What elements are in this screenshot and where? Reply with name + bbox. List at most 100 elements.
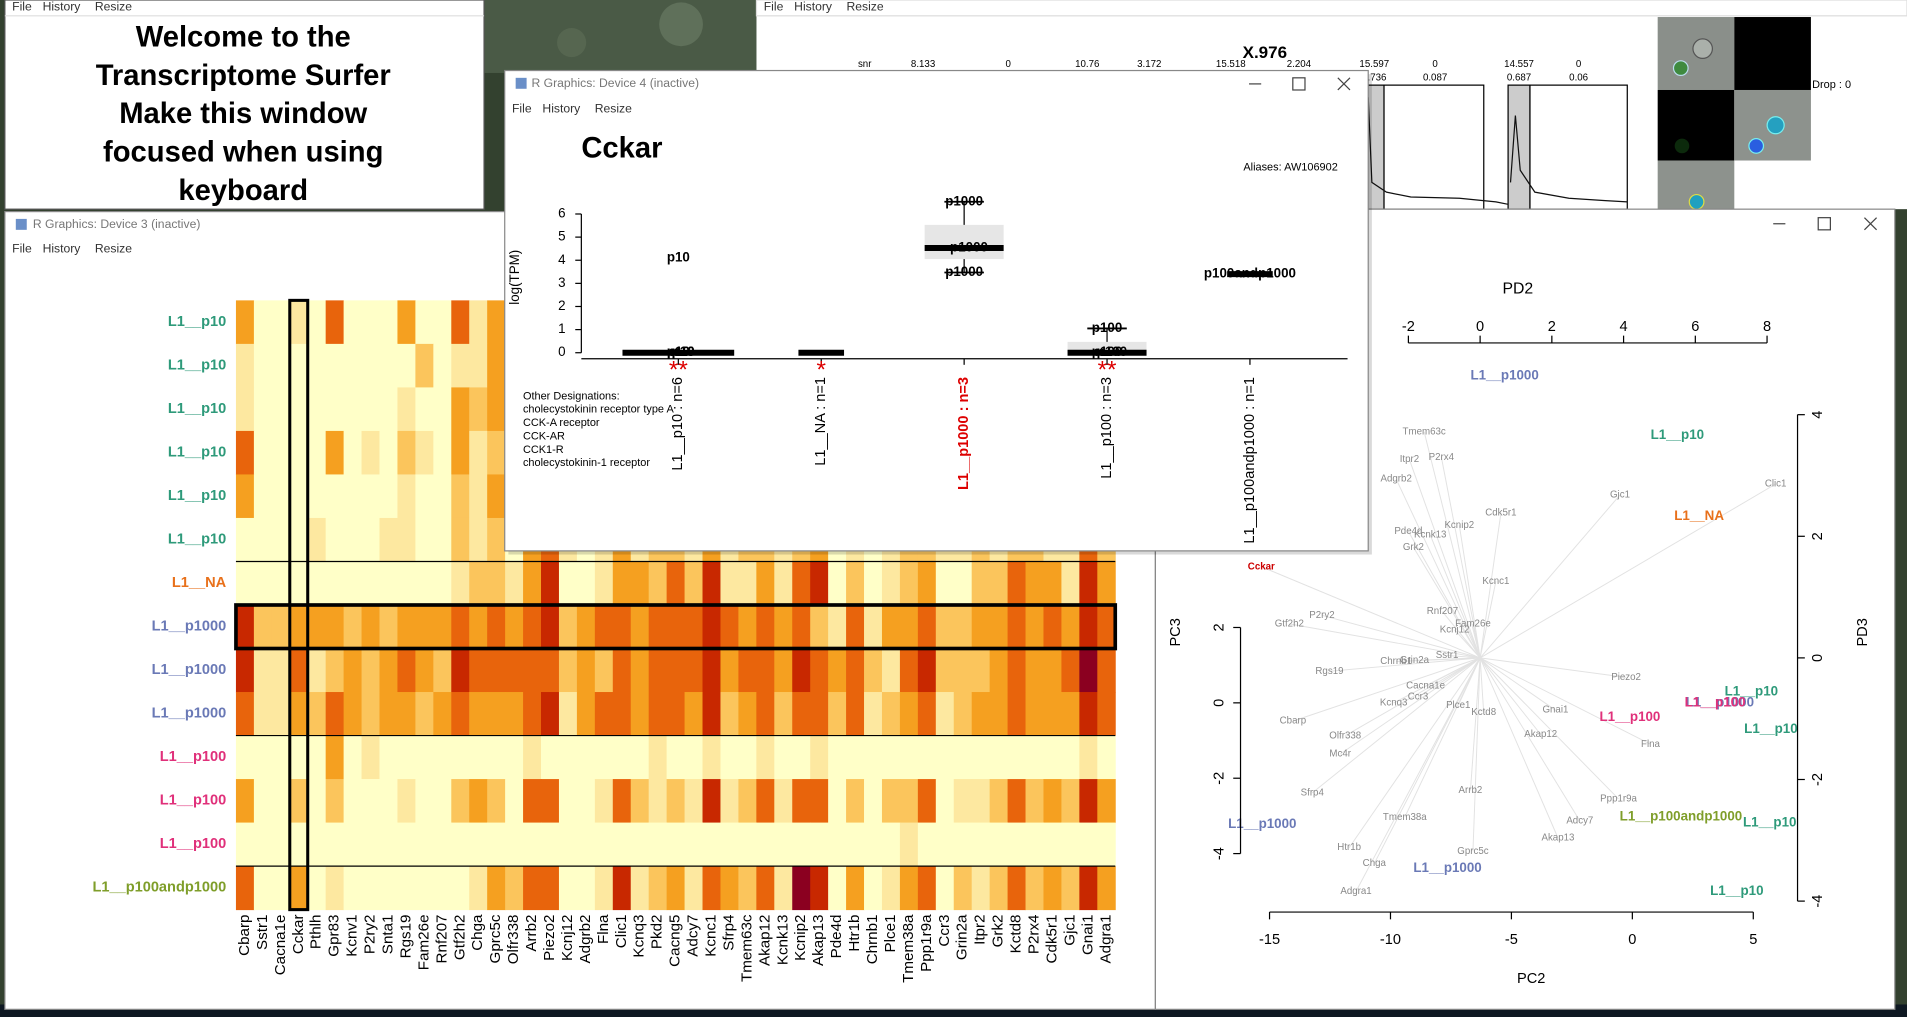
heatmap-cell [702,735,721,780]
heatmap-cell [684,648,704,693]
heatmap-cell [648,648,668,693]
heatmap-cell [397,692,416,737]
x2-axis-title: PD2 [1502,281,1533,298]
heatmap-cell [361,822,380,867]
menu-item[interactable]: Resize [95,242,132,256]
heatmap-cell [361,735,380,780]
heatmap-cell [971,735,991,780]
heatmap-cell [899,735,919,780]
loading-label: Gtf2h2 [1275,618,1304,629]
heatmap-cell [307,604,327,649]
heatmap-cell [523,692,542,737]
heatmap-cell [433,517,452,562]
heatmap-cell [469,517,488,562]
close-button[interactable] [1337,77,1351,91]
heatmap-cell [487,735,506,780]
column-label: P2ry2 [362,914,379,954]
menu-item[interactable]: History [43,0,82,14]
heatmap-cell [505,692,524,737]
heatmap-cell [1097,604,1116,649]
heatmap-cell [810,648,829,693]
heatmap-cell [379,866,398,911]
point-label: p10 [667,344,690,359]
close-button[interactable] [1864,217,1878,231]
heatmap-cell [558,735,578,780]
cell-image [1672,60,1689,77]
welcome-line: Welcome to the [136,22,351,54]
menu-item[interactable]: History [794,0,833,14]
heatmap-cell [487,692,506,737]
heatmap-cell [469,474,488,519]
heatmap-cell [666,735,686,780]
y-axis-title: PC3 [1168,618,1184,646]
menu-item[interactable]: Resize [846,0,883,14]
heatmap-cell [720,648,739,693]
menu-item[interactable]: History [542,102,581,116]
category-label: L1__NA : n=1 [813,377,829,466]
heatmap-cell [289,430,309,475]
heatmap-cell [864,735,883,780]
heatmap-cell [505,735,524,780]
heatmap-cell [1025,692,1044,737]
heatmap-cell [1007,604,1027,649]
heatmap-cell [935,866,955,911]
menu-item[interactable]: File [512,102,532,116]
heatmap-cell [433,866,452,911]
loading-label: Ppp1r9a [1600,794,1637,805]
heatmap-cell [343,692,363,737]
maximize-button[interactable] [1292,77,1306,91]
heatmap-cell [325,430,345,475]
point-label: p1000 [950,240,988,255]
heatmap-cell [271,343,291,388]
note-line: Other Designations: [523,390,620,402]
heatmap-cell [1097,735,1116,780]
heatmap-cell [558,822,578,867]
cell-tile [1657,89,1735,161]
point-label: p10 [672,344,695,359]
heatmap-cell [756,822,775,867]
row-label: L1__p100 [160,749,226,765]
note-line: CCK1-R [523,444,564,456]
heatmap-cell [953,735,973,780]
heatmap-cell [415,866,434,911]
heatmap-cell [630,648,650,693]
loading-label: Htr1b [1337,842,1361,853]
heatmap-cell [487,430,506,475]
heatmap-cell [558,866,578,911]
heatmap-cell [235,300,255,345]
heatmap-cell [1079,692,1098,737]
heatmap-cell [415,343,434,388]
heatmap-cell [648,866,668,911]
menu-item[interactable]: File [12,242,32,256]
heatmap-cell [612,692,632,737]
y-tick-label: 2 [558,298,565,313]
column-label: Gprc5c [487,914,504,963]
column-label: Grin2a [954,914,971,960]
column-label: Adgrb2 [577,914,594,963]
heatmap-cell [307,474,327,519]
loading-arrow [1329,657,1481,672]
heatmap-cell [1097,866,1116,911]
loading-arrow [1408,459,1481,659]
heatmap-cell [630,561,650,606]
menu-item[interactable]: History [43,242,82,256]
heatmap-cell [307,692,327,737]
loading-label: Kcnq3 [1380,697,1408,708]
maximize-button[interactable] [1817,217,1831,231]
x2-tick-label: 8 [1763,319,1771,335]
heatmap-cell [1097,822,1116,867]
menu-item[interactable]: File [764,0,784,14]
menu-item[interactable]: File [12,0,32,14]
note-line: CCK-AR [523,430,565,442]
heatmap-cell [469,300,488,345]
heatmap-cell [451,474,470,519]
heatmap-cell [307,561,327,606]
snr-value: 0.087 [1423,72,1447,83]
column-label: Cacng5 [667,914,684,966]
heatmap-cell [505,866,524,911]
menu-item[interactable]: Resize [595,102,632,116]
heatmap-cell [864,561,883,606]
menu-item[interactable]: Resize [95,0,132,14]
note-line: cholecystokinin-1 receptor [523,457,650,469]
x2-tick-label: 0 [1476,319,1484,335]
